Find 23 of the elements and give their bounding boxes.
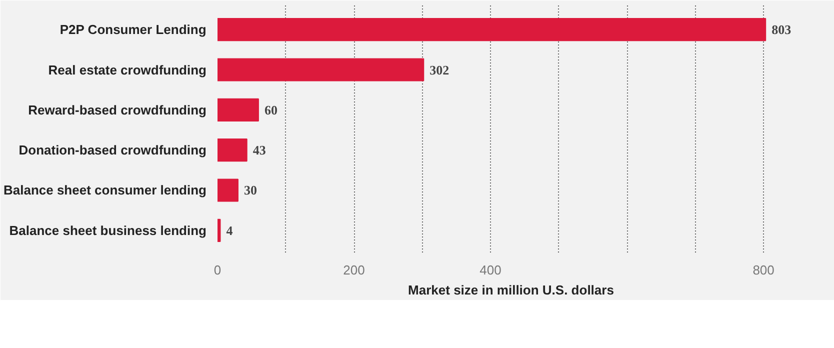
bar (218, 138, 248, 162)
bar (218, 58, 424, 82)
y-tick-label: Real estate crowdfunding (48, 62, 207, 78)
y-tick-label: Donation-based crowdfunding (18, 142, 207, 158)
y-tick-label: Balance sheet consumer lending (3, 182, 207, 198)
y-tick-label: P2P Consumer Lending (60, 22, 206, 38)
x-tick-label: 800 (752, 262, 774, 278)
bar (218, 218, 221, 242)
x-tick-label: 400 (480, 262, 502, 278)
bar (218, 18, 766, 42)
x-axis-title: Market size in million U.S. dollars (408, 282, 614, 298)
y-tick-label: Balance sheet business lending (9, 222, 207, 238)
data-label: 803 (772, 22, 792, 38)
data-label: 4 (226, 222, 234, 238)
data-label: 43 (252, 142, 266, 158)
data-label: 30 (244, 182, 257, 198)
bar (218, 178, 238, 202)
y-tick-label: Reward-based crowdfunding (28, 102, 207, 118)
data-label: 302 (430, 62, 450, 78)
x-tick-label: 200 (343, 262, 365, 278)
data-label: 60 (264, 102, 278, 118)
x-tick-label: 0 (214, 262, 222, 278)
bar (218, 98, 259, 122)
